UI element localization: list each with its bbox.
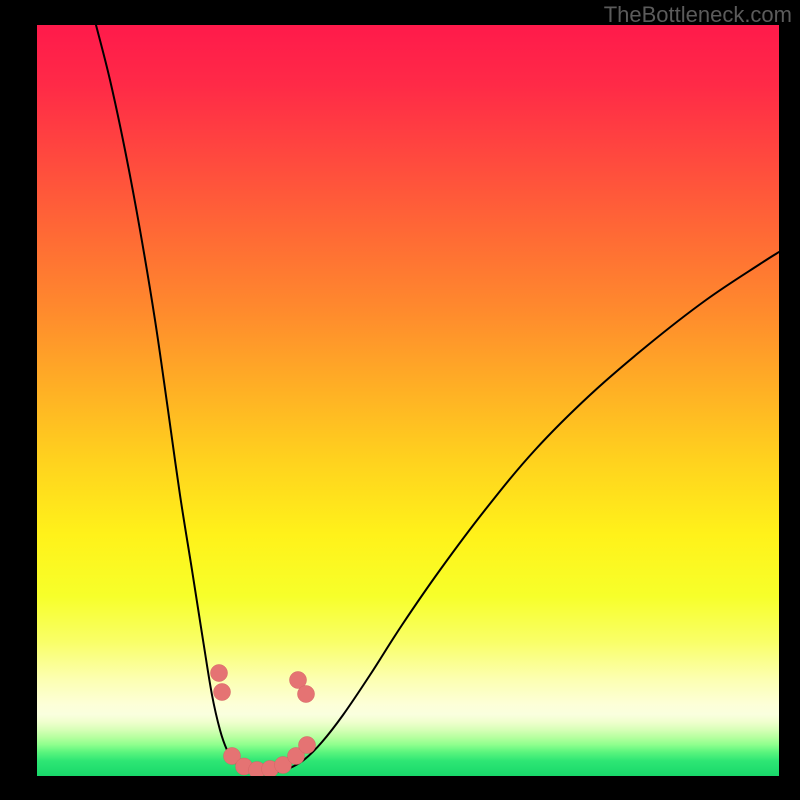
bottleneck-chart-svg (0, 0, 800, 800)
valley-marker (299, 737, 316, 754)
plot-gradient-area (37, 25, 779, 776)
valley-marker (298, 686, 315, 703)
valley-marker (214, 684, 231, 701)
valley-marker (211, 665, 228, 682)
chart-stage: TheBottleneck.com (0, 0, 800, 800)
